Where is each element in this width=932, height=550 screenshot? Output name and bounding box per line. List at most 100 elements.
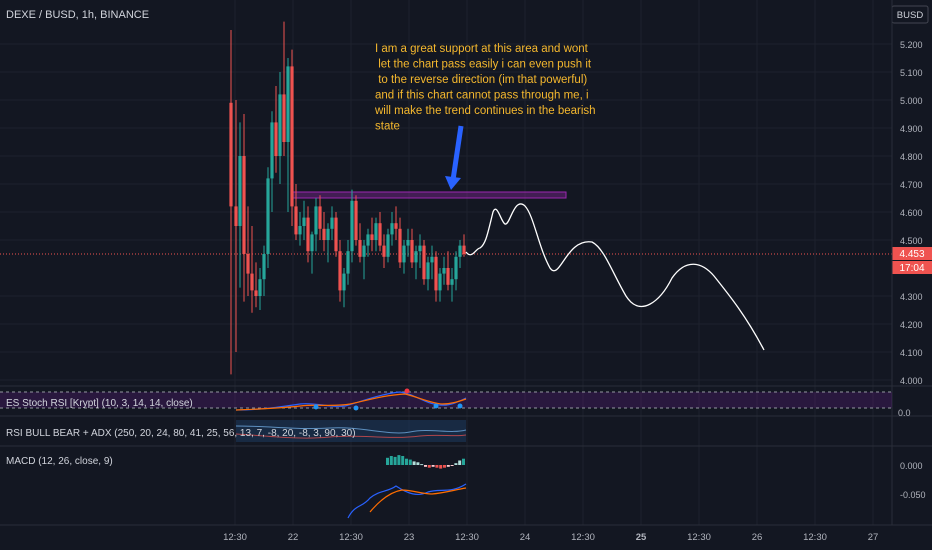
macd-hist-bar — [424, 465, 427, 467]
candle-body — [446, 268, 450, 285]
candle-body — [378, 223, 382, 246]
resistance-zone[interactable] — [290, 191, 567, 199]
candle-body — [314, 206, 318, 235]
price-tick-label: 5.100 — [900, 68, 923, 78]
candle-body — [298, 226, 302, 235]
price-tick-label: 5.000 — [900, 96, 923, 106]
rsi-bull-bear-label[interactable]: RSI BULL BEAR + ADX (250, 20, 24, 80, 41… — [6, 428, 356, 439]
macd-line — [347, 483, 467, 519]
candle-body — [294, 206, 298, 235]
stoch-signal-dot — [457, 403, 463, 409]
time-tick-label: 23 — [404, 532, 415, 543]
time-tick-label: 26 — [752, 532, 763, 543]
annotation-line: and if this chart cannot pass through me… — [375, 90, 589, 102]
candle-body — [229, 102, 233, 207]
projection-path[interactable] — [465, 203, 765, 351]
candle-body — [438, 273, 442, 291]
macd-signal-line — [369, 487, 467, 513]
macd-hist-bar — [443, 465, 446, 468]
candle-body — [242, 156, 246, 254]
time-tick-label: 24 — [520, 532, 531, 543]
annotation-text: I am a great support at this area and wo… — [374, 43, 596, 133]
price-axis[interactable]: 5.200 5.100 5.000 4.900 4.800 4.700 4.600 4.500… — [900, 40, 923, 386]
candle-body — [350, 200, 354, 252]
candle-body — [278, 94, 282, 156]
candle-body — [402, 245, 406, 263]
stoch-d-line — [235, 393, 467, 411]
symbol-title: DEXE / BUSD, 1h, BINANCE — [6, 9, 149, 21]
annotation-line: to the reverse direction (im that powerf… — [375, 74, 587, 86]
stoch-signal-dot — [313, 404, 319, 410]
time-tick-label: 12:30 — [803, 532, 827, 543]
time-tick-label: 12:30 — [223, 532, 247, 543]
down-arrow-icon[interactable] — [445, 125, 464, 190]
stoch-signal-dot — [433, 403, 439, 409]
price-tick-label: 4.000 — [900, 376, 923, 386]
macd-hist-bar — [431, 465, 435, 467]
stoch-axis-label: 0.0 — [898, 408, 911, 418]
candle-body — [246, 254, 250, 274]
macd-hist-bar — [389, 456, 393, 465]
candle-body — [426, 262, 430, 280]
candles — [229, 21, 466, 375]
candle-body — [370, 234, 374, 240]
macd-axis-label: 0.000 — [900, 461, 923, 471]
macd-label[interactable]: MACD (12, 26, close, 9) — [6, 456, 113, 467]
macd-hist-bar — [397, 455, 401, 465]
macd-histogram — [386, 455, 465, 469]
svg-text:17:04: 17:04 — [899, 263, 924, 274]
candle-body — [430, 256, 434, 263]
candle-body — [418, 245, 422, 252]
time-axis[interactable]: 12:30 22 12:30 23 12:30 24 12:30 25 12:30 26 12:30… — [223, 532, 878, 543]
candle-body — [394, 223, 398, 229]
macd-hist-bar — [420, 464, 424, 466]
stoch-signal-dot — [404, 388, 410, 394]
candle-body — [290, 66, 294, 207]
stoch-rsi-label[interactable]: ES Stoch RSI [Krypt] (10, 3, 14, 14, clo… — [6, 398, 193, 409]
time-tick-label: 12:30 — [571, 532, 595, 543]
adx-line — [235, 433, 467, 439]
time-tick-label: 12:30 — [339, 532, 363, 543]
rsi-line — [235, 425, 467, 434]
price-tick-label: 5.200 — [900, 40, 923, 50]
candle-body — [422, 245, 426, 280]
stoch-k-line — [235, 391, 467, 411]
candle-body — [342, 273, 346, 291]
svg-text:BUSD: BUSD — [897, 10, 924, 21]
macd-hist-bar — [401, 456, 405, 465]
candle-body — [310, 234, 314, 252]
price-tick-label: 4.200 — [900, 320, 923, 330]
candle-body — [274, 122, 278, 156]
candle-body — [366, 234, 370, 246]
time-tick-label: 27 — [868, 532, 879, 543]
horizontal-gridlines — [0, 43, 892, 381]
candle-body — [338, 251, 342, 291]
candle-body — [254, 290, 258, 296]
macd-hist-bar — [439, 465, 443, 469]
candle-body — [302, 217, 306, 226]
candle-body — [450, 279, 454, 285]
candle-body — [330, 217, 334, 229]
last-price-tag: 4.453 17:04 — [892, 247, 932, 274]
price-tick-label: 4.900 — [900, 124, 923, 134]
candle-body — [326, 228, 330, 240]
annotation-line: I am a great support at this area and wo… — [375, 43, 589, 55]
svg-text:4.453: 4.453 — [899, 249, 924, 260]
candle-body — [306, 217, 310, 252]
candle-body — [270, 122, 274, 179]
price-tick-label: 4.500 — [900, 236, 923, 246]
price-tick-label: 4.300 — [900, 292, 923, 302]
time-tick-label: 12:30 — [455, 532, 479, 543]
macd-hist-bar — [435, 465, 439, 468]
macd-hist-bar — [450, 465, 454, 466]
annotation-line: will make the trend continues in the bea… — [374, 105, 596, 117]
candle-body — [262, 254, 266, 280]
candle-body — [414, 251, 418, 263]
candle-body — [442, 268, 446, 274]
currency-button[interactable]: BUSD — [891, 5, 929, 24]
macd-hist-bar — [427, 465, 431, 468]
candle-body — [390, 223, 394, 235]
price-tick-label: 4.800 — [900, 152, 923, 162]
candle-body — [346, 251, 350, 274]
